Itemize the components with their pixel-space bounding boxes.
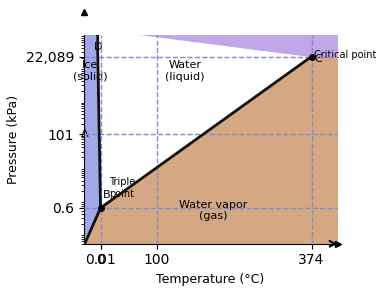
Text: B: B xyxy=(103,190,111,200)
Polygon shape xyxy=(84,29,101,244)
Text: A: A xyxy=(81,130,89,139)
Text: Critical point: Critical point xyxy=(314,50,377,60)
Text: Water
(liquid): Water (liquid) xyxy=(165,60,205,82)
Text: C: C xyxy=(314,54,322,64)
X-axis label: Temperature (°C): Temperature (°C) xyxy=(157,273,265,286)
Text: D: D xyxy=(93,42,102,52)
Text: Water vapor
(gas): Water vapor (gas) xyxy=(179,200,247,222)
Polygon shape xyxy=(98,25,337,208)
Polygon shape xyxy=(84,57,337,244)
Y-axis label: Pressure (kPa): Pressure (kPa) xyxy=(7,95,20,184)
Text: Triple
point: Triple point xyxy=(109,177,135,199)
Polygon shape xyxy=(84,29,101,244)
Polygon shape xyxy=(98,29,312,208)
Text: Ice
(solid): Ice (solid) xyxy=(73,60,108,82)
